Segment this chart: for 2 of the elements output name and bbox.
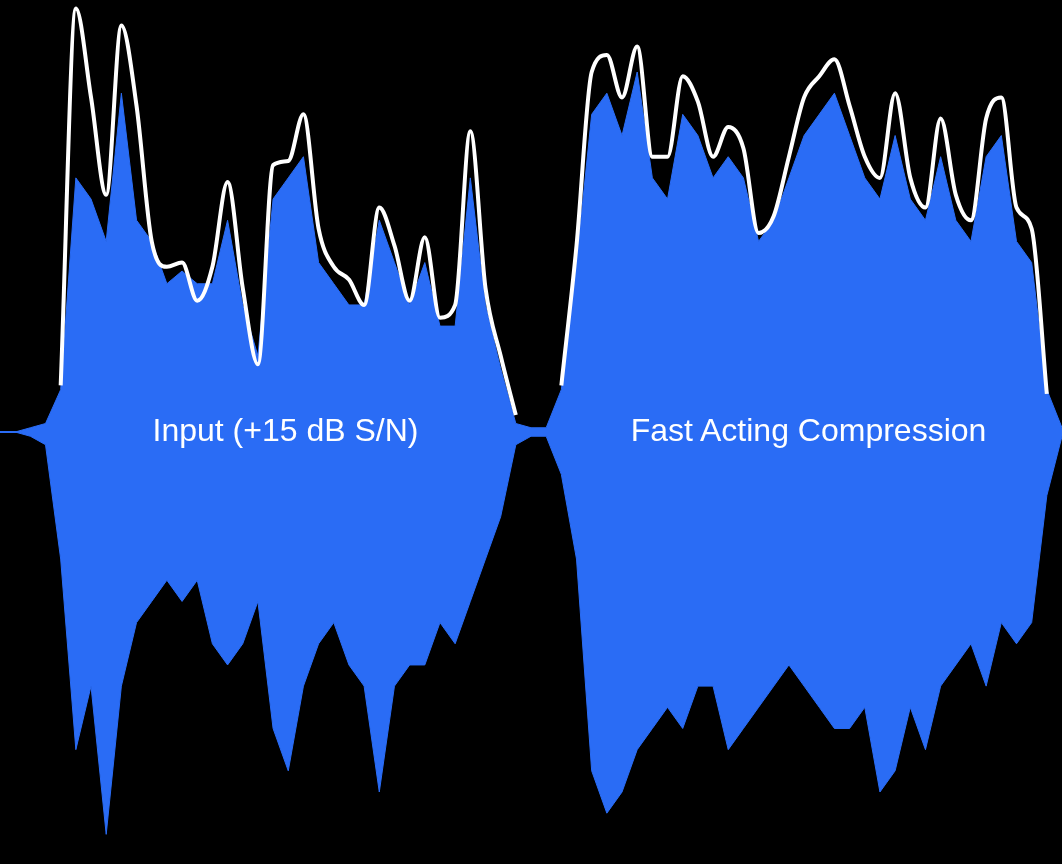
annotation: Fast Acting Compression xyxy=(630,411,987,448)
annotation: Input (+15 dB S/N) xyxy=(152,411,419,448)
